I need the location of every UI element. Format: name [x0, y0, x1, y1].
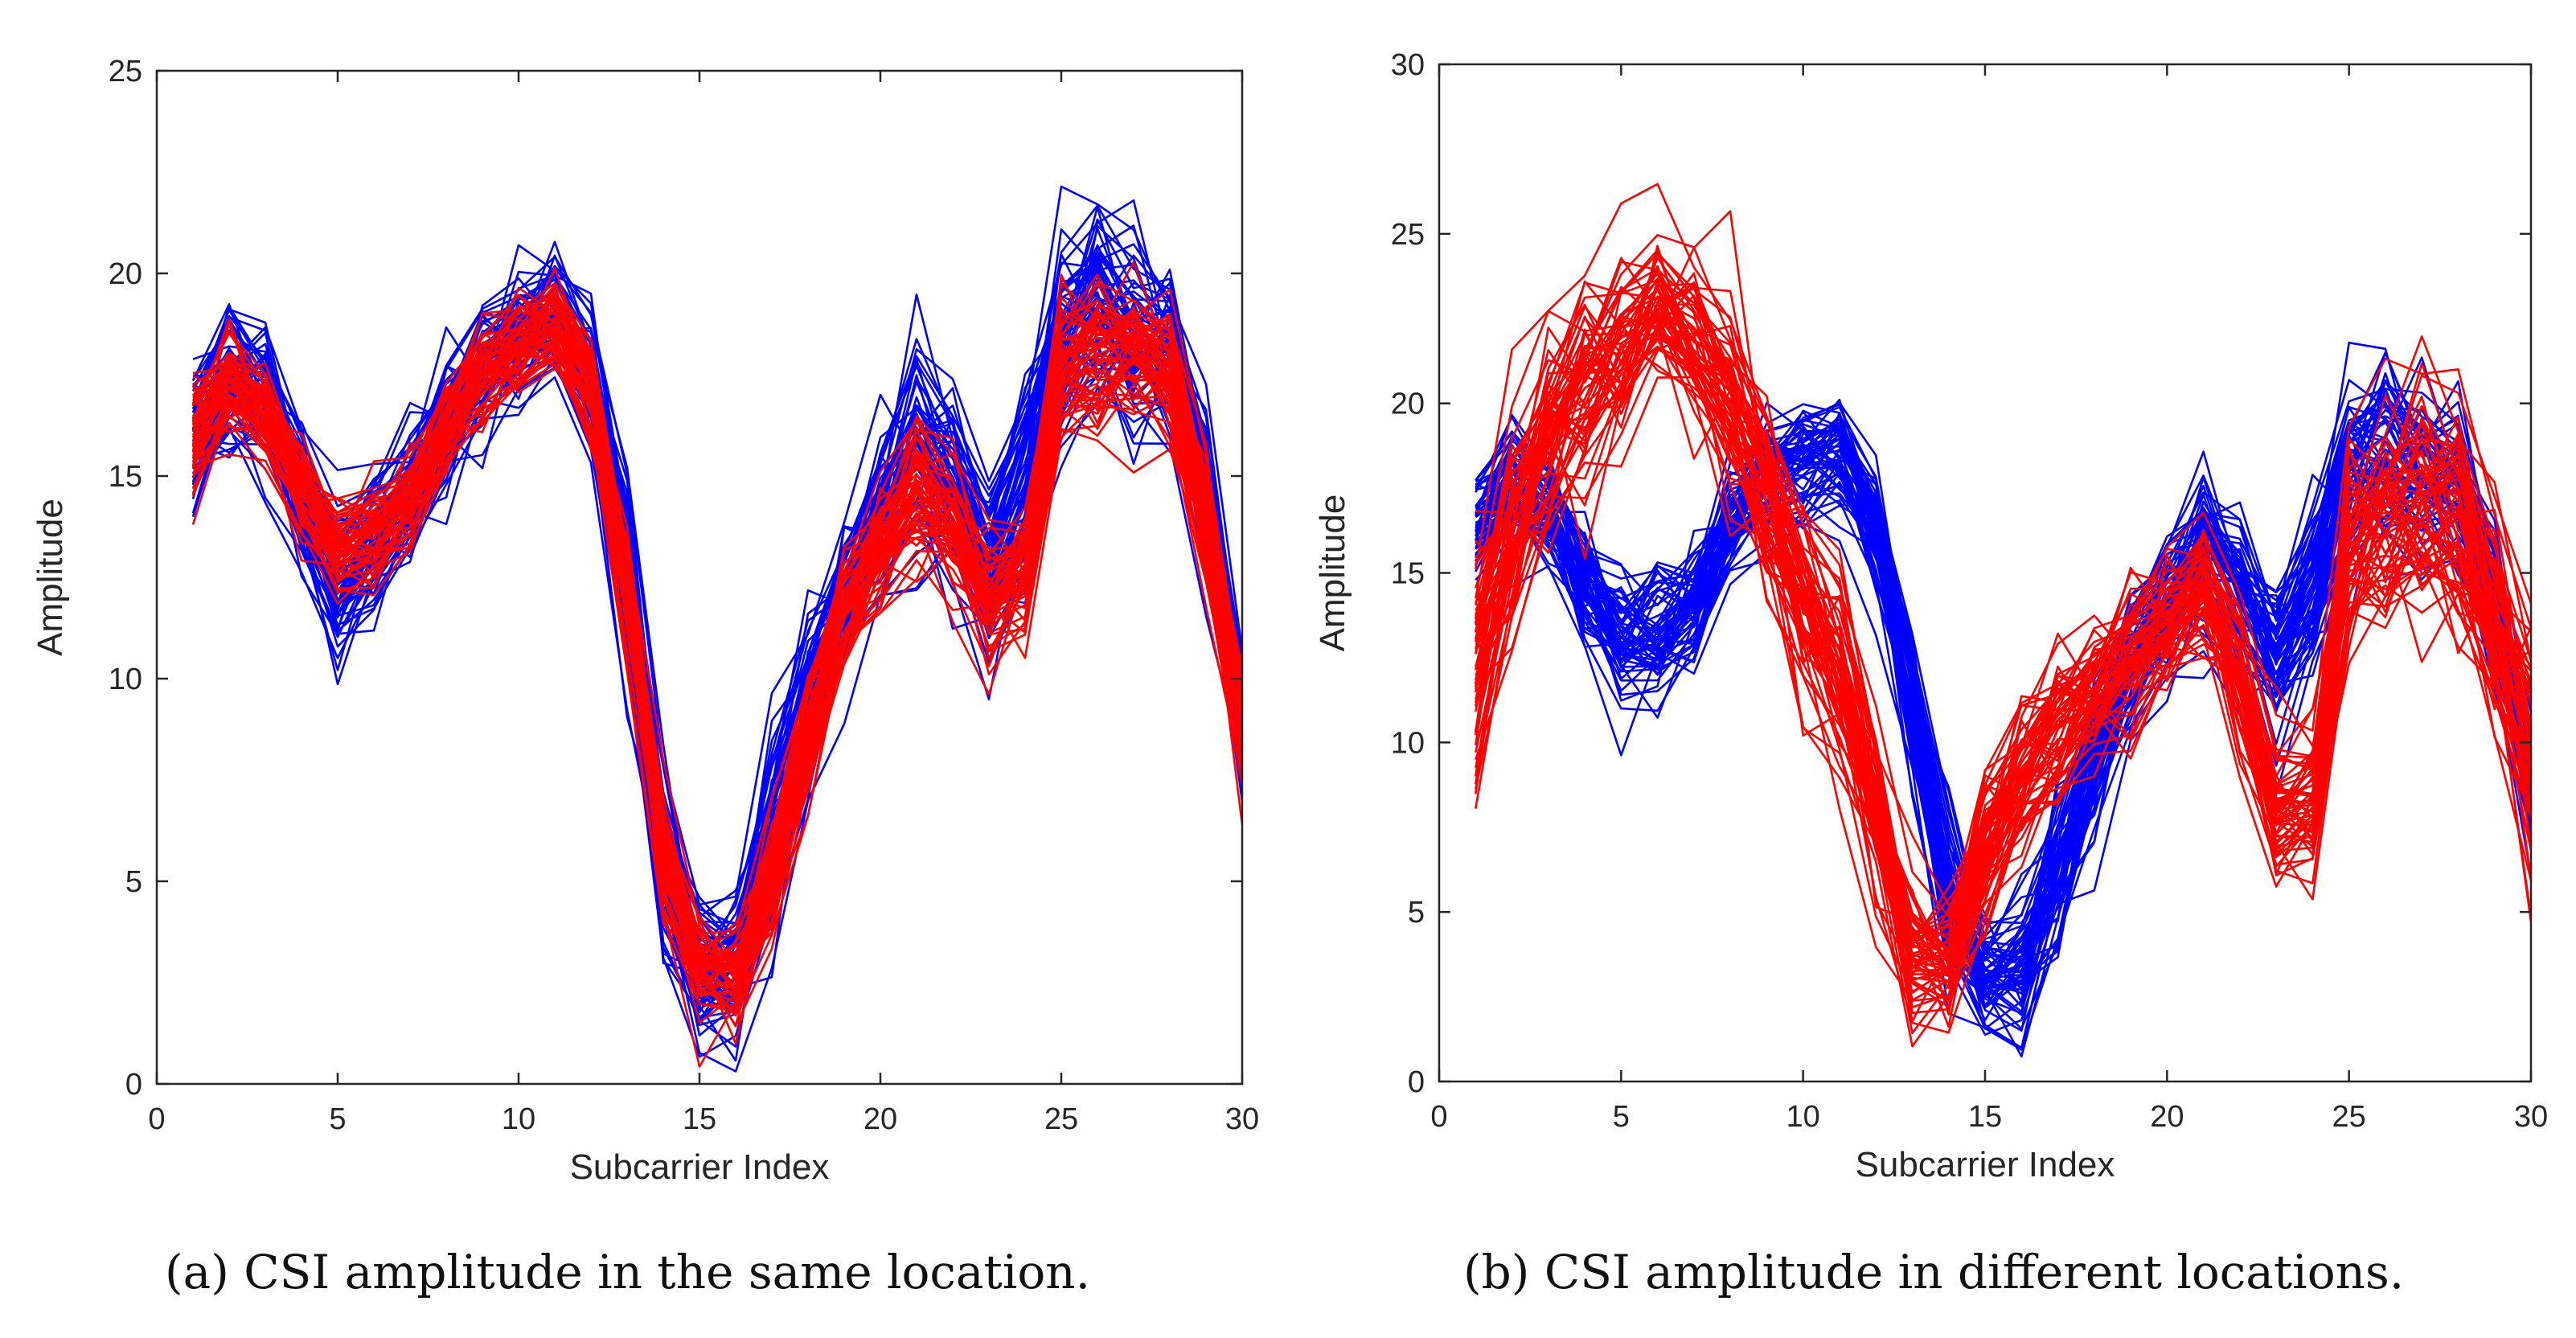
series-2-line-6: [192, 261, 1242, 951]
series-2-line-35: [191, 280, 1242, 964]
series-2-line-55: [191, 343, 1242, 1027]
series-2-line-8: [191, 328, 1242, 995]
x-tick-label: 20: [2150, 1100, 2184, 1134]
series-2-line-58: [192, 326, 1242, 1013]
x-tick-label: 15: [1968, 1100, 2002, 1134]
x-axis-label: Subcarrier Index: [570, 1147, 830, 1187]
x-axis-label: Subcarrier Index: [1856, 1145, 2115, 1184]
series-2-line-58: [1475, 272, 2531, 951]
series-1-line-4: [191, 330, 1242, 1016]
series-1-line-47: [1475, 420, 2531, 987]
series-2-line-42: [191, 304, 1242, 960]
series-lines: [191, 185, 1242, 1073]
y-tick-label: 0: [125, 1068, 142, 1102]
series-2-line-2: [192, 357, 1242, 987]
series-1-line-60: [1475, 396, 2531, 976]
series-2-line-12: [191, 353, 1242, 1016]
series-2-line-18: [1475, 345, 2531, 1008]
caption-b: (b) CSI amplitude in different locations…: [1463, 1245, 2405, 1299]
series-1-line-21: [191, 185, 1242, 940]
series-2: [191, 261, 1242, 1068]
series-2-line-18: [191, 273, 1242, 981]
x-tick-label: 0: [148, 1102, 165, 1136]
x-tick-label: 25: [1044, 1102, 1078, 1136]
y-tick-label: 25: [109, 55, 142, 88]
series-2-line-9: [191, 319, 1242, 995]
y-tick-label: 15: [1391, 557, 1425, 591]
series-2-line-59: [191, 339, 1242, 1003]
x-tick-label: 25: [2332, 1100, 2366, 1134]
series-1-line-26: [1475, 379, 2531, 941]
series-2-line-1: [191, 334, 1242, 995]
series-2-line-25: [1475, 183, 2531, 917]
plot-a: 0 5 10 15 20 25 30 0 5 10 15 20 25 Subcarrier Index Am…: [31, 55, 1259, 1187]
series-1-line-52: [1475, 380, 2531, 953]
series-2-line-16: [192, 333, 1242, 973]
x-tick-label: 5: [329, 1102, 346, 1136]
y-axis-label: Amplitude: [31, 499, 70, 656]
y-tick-label: 20: [1391, 388, 1425, 421]
series-1-line-57: [192, 307, 1242, 995]
series-1-line-24: [191, 340, 1242, 1013]
x-tick-label: 20: [863, 1102, 897, 1136]
series-2-line-51: [191, 334, 1242, 972]
series-lines: [1475, 183, 2531, 1058]
y-tick-label: 10: [1391, 726, 1425, 760]
y-tick-label: 30: [1391, 48, 1425, 82]
y-axis-label: Amplitude: [1313, 495, 1352, 652]
series-1-line-3: [191, 347, 1242, 971]
series-2-line-51: [1475, 314, 2531, 1028]
series-2-line-41: [191, 319, 1242, 992]
y-tick-label: 5: [125, 865, 142, 899]
y-tick-label: 15: [109, 460, 142, 494]
series-2-line-60: [1475, 252, 2531, 951]
series-2-line-48: [1475, 248, 2531, 936]
caption-a: (a) CSI amplitude in the same location.: [165, 1245, 1091, 1299]
x-tick-label: 10: [1786, 1100, 1820, 1134]
series-2-line-44: [191, 353, 1242, 974]
series-2-line-48: [192, 348, 1242, 1017]
series-2-line-52: [191, 326, 1242, 1012]
x-tick-label: 30: [2514, 1100, 2548, 1134]
series-2-line-52: [1475, 286, 2531, 962]
series-1: [1475, 341, 2531, 1058]
x-tick-label: 10: [502, 1102, 535, 1136]
series-1-line-56: [1475, 418, 2531, 982]
y-tick-label: 0: [1408, 1065, 1425, 1099]
series-2-line-30: [1475, 347, 2531, 1048]
series-2-line-57: [1475, 328, 2531, 963]
y-tick-label: 10: [109, 663, 142, 696]
series-2-line-60: [192, 338, 1242, 976]
series-2-line-59: [1475, 265, 2531, 1002]
y-tick-label: 25: [1391, 218, 1425, 252]
series-2-line-57: [191, 316, 1242, 991]
series-2: [1475, 183, 2531, 1048]
series-2-line-10: [191, 347, 1242, 1068]
x-tick-label: 0: [1430, 1100, 1447, 1134]
x-tick-label: 15: [683, 1102, 716, 1136]
series-1-line-32: [191, 334, 1242, 1058]
series-1-line-39: [1475, 431, 2531, 999]
y-tick-label: 20: [109, 257, 142, 291]
plot-b: 0 5 10 15 20 25 30 0 5 10 15 20 25 30 Subcarrier Index…: [1313, 48, 2548, 1184]
series-2-line-26: [1475, 376, 2531, 1035]
x-tick-label: 5: [1613, 1100, 1630, 1134]
series-1-line-53: [1475, 351, 2531, 977]
series-1-line-23: [1475, 388, 2531, 926]
y-tick-label: 5: [1408, 896, 1425, 930]
series-1-line-58: [1475, 425, 2531, 995]
series-1-line-31: [191, 355, 1242, 1073]
series-2-line-23: [192, 302, 1242, 975]
x-tick-label: 30: [1225, 1102, 1259, 1136]
